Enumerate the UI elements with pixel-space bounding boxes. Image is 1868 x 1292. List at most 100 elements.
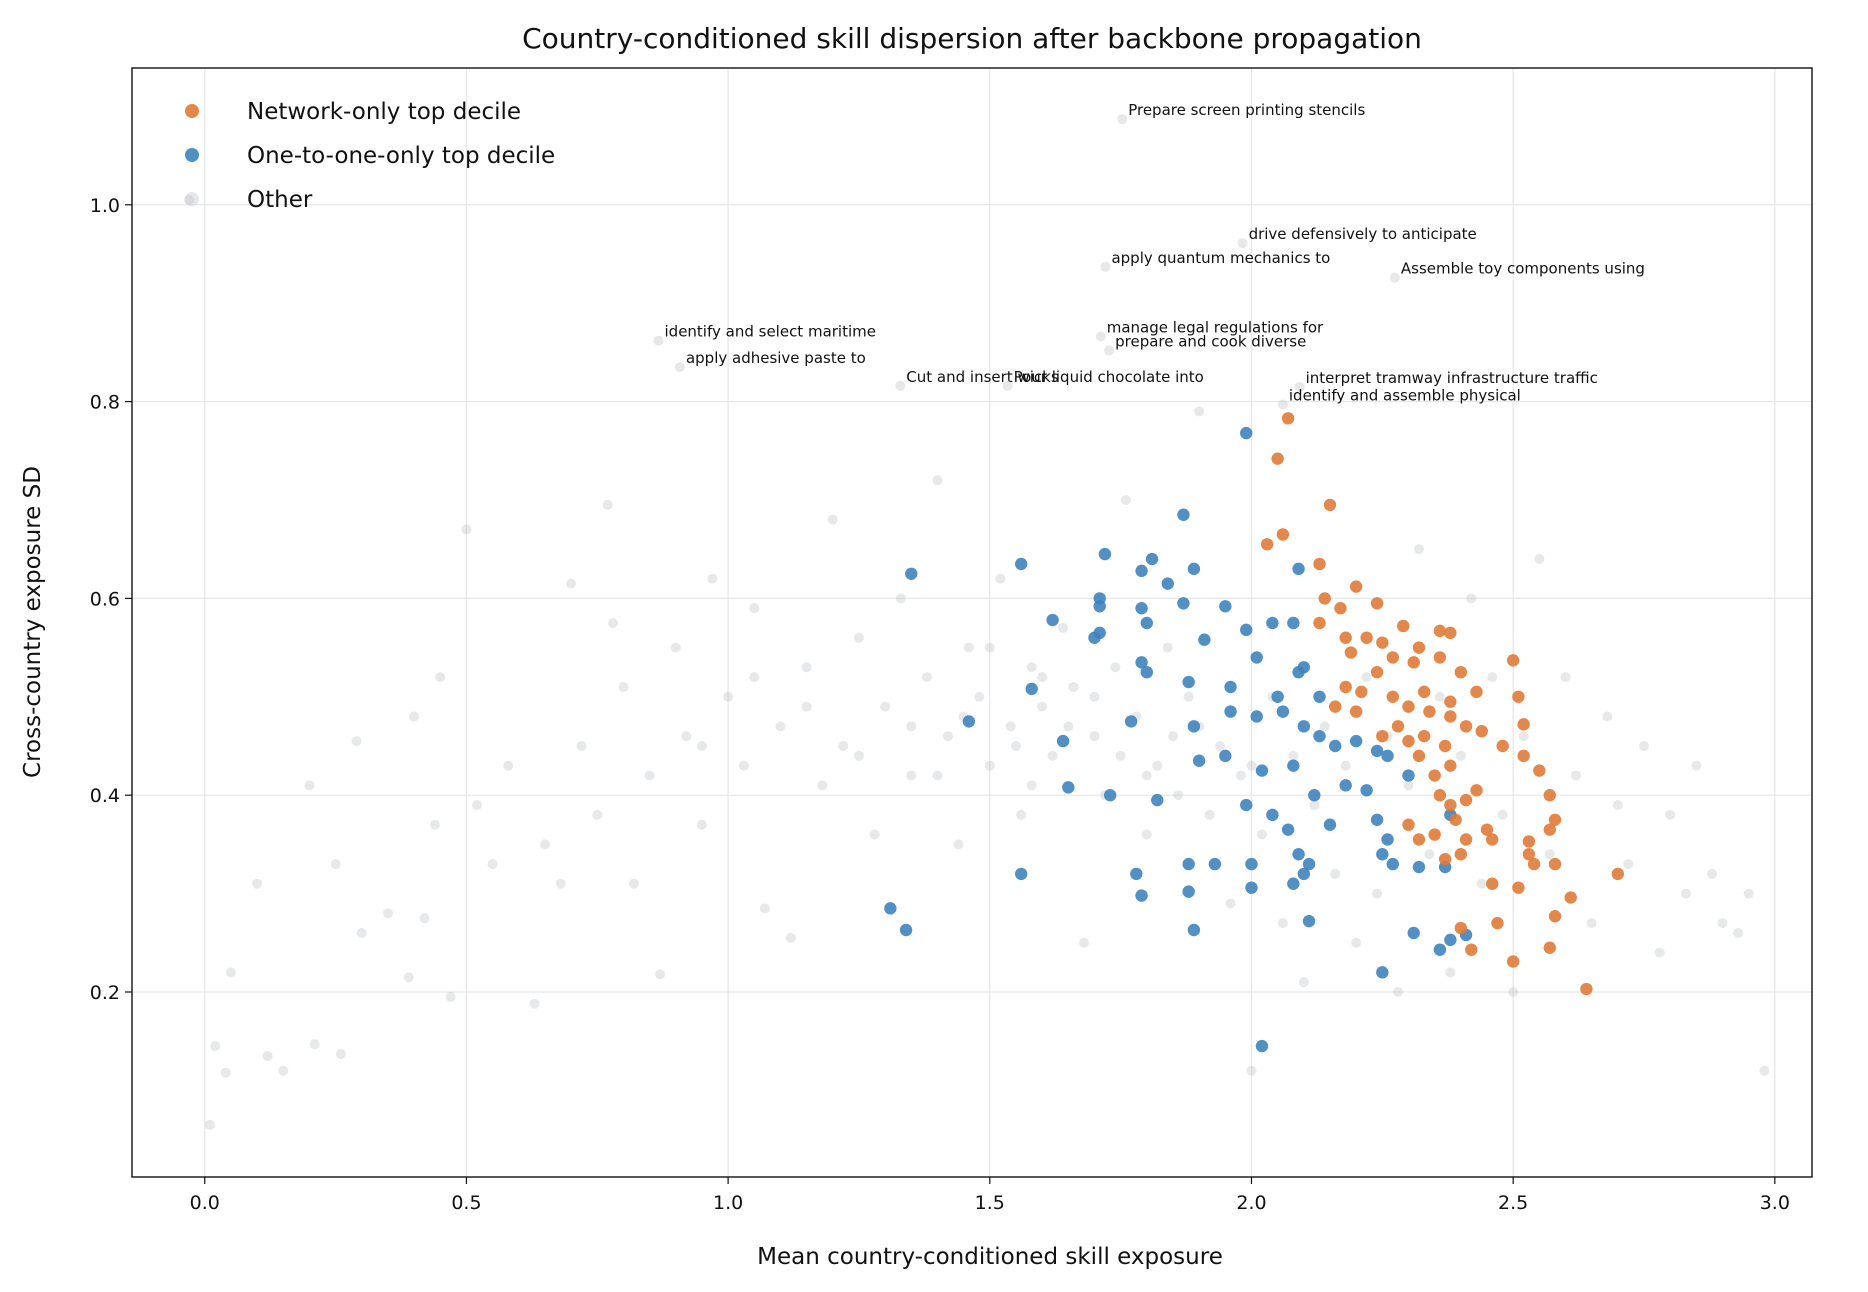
point — [1016, 809, 1027, 820]
point — [906, 770, 917, 781]
point — [1459, 793, 1473, 807]
point — [1334, 602, 1347, 615]
point — [1183, 691, 1194, 702]
point — [1198, 633, 1211, 646]
annotated-point — [1237, 238, 1248, 249]
point — [1250, 651, 1263, 664]
point — [1010, 740, 1021, 751]
point — [1255, 764, 1269, 777]
point — [1192, 754, 1206, 767]
point — [1115, 750, 1126, 761]
point — [1680, 888, 1691, 899]
point — [1533, 764, 1546, 777]
annotation: Assemble toy components using — [1401, 260, 1645, 278]
point — [817, 780, 828, 791]
point — [838, 740, 849, 751]
legend-label: Network-only top decile — [247, 99, 521, 125]
point — [1124, 715, 1138, 728]
point — [1407, 656, 1420, 669]
point — [1466, 593, 1477, 604]
point — [1423, 705, 1436, 718]
plot-area: Prepare screen printing stencils drive de… — [184, 101, 1770, 1130]
point — [962, 715, 976, 728]
point — [644, 770, 655, 781]
point — [1413, 544, 1424, 555]
point — [1444, 626, 1457, 640]
point — [1433, 943, 1447, 956]
point — [309, 1039, 320, 1050]
point — [1349, 580, 1363, 593]
point — [1376, 848, 1389, 861]
point — [1240, 623, 1253, 637]
point — [1376, 966, 1389, 979]
annotated-point — [895, 380, 906, 391]
point — [1177, 508, 1190, 521]
annotated-point — [1100, 261, 1111, 272]
point — [471, 800, 482, 811]
point — [1110, 662, 1121, 673]
point — [1412, 860, 1426, 874]
point — [1512, 690, 1525, 703]
point — [1240, 798, 1253, 812]
point — [1612, 800, 1623, 811]
point — [1444, 695, 1457, 708]
point — [1330, 868, 1341, 879]
point — [1470, 685, 1483, 699]
y-axis-label: Cross-country exposure SD — [20, 466, 46, 778]
point — [1037, 672, 1048, 683]
point — [759, 903, 770, 914]
x-tick-label: 3.0 — [1760, 1192, 1790, 1214]
point — [1063, 721, 1074, 732]
point — [1438, 852, 1452, 866]
point — [953, 839, 964, 850]
point — [1281, 412, 1295, 425]
point — [1717, 918, 1728, 929]
point — [1522, 835, 1536, 848]
point — [1276, 705, 1290, 718]
point — [1433, 624, 1447, 638]
point — [1486, 833, 1499, 846]
y-tick-label: 1.0 — [90, 195, 120, 217]
annotated-point — [1294, 381, 1305, 392]
point — [1046, 613, 1059, 627]
point — [1236, 770, 1247, 781]
point — [1412, 749, 1426, 763]
point — [1208, 857, 1222, 871]
point — [1376, 636, 1389, 649]
point — [1162, 642, 1173, 653]
point — [1454, 848, 1468, 861]
point — [1161, 577, 1174, 590]
point — [963, 642, 974, 653]
point — [1586, 918, 1597, 929]
point — [1424, 849, 1435, 860]
point — [1245, 857, 1258, 871]
point — [1433, 788, 1447, 802]
point — [1475, 725, 1488, 738]
point — [1014, 867, 1028, 881]
point — [905, 567, 918, 580]
point — [884, 902, 897, 915]
point — [1297, 720, 1311, 733]
point — [1491, 916, 1504, 930]
point — [1318, 592, 1331, 605]
y-tick-label: 0.2 — [90, 982, 120, 1004]
point — [1543, 788, 1556, 802]
point — [628, 878, 639, 889]
point — [1506, 955, 1520, 968]
point — [1393, 987, 1404, 998]
annotated-point — [1117, 114, 1128, 125]
x-axis-label: Mean country-conditioned skill exposure — [757, 1244, 1223, 1270]
point — [1496, 739, 1509, 753]
point — [1428, 769, 1441, 782]
point — [1455, 750, 1466, 761]
point — [1287, 616, 1300, 630]
point — [1444, 710, 1457, 723]
point — [1543, 941, 1556, 954]
plot-frame — [131, 67, 1813, 1178]
point — [1329, 700, 1342, 713]
point — [1246, 760, 1257, 771]
point — [1173, 790, 1184, 801]
point — [1391, 720, 1405, 733]
point — [1260, 538, 1274, 551]
point — [1691, 760, 1702, 771]
